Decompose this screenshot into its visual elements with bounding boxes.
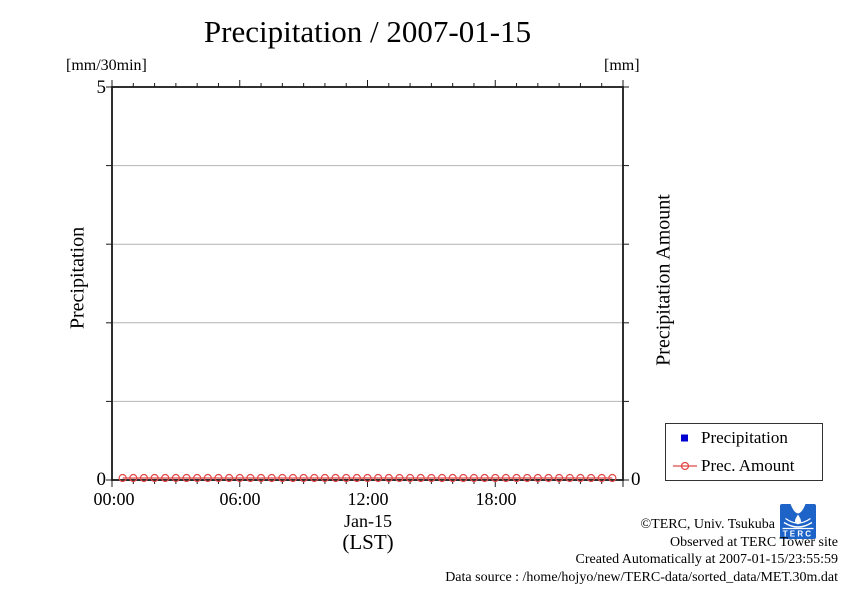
circle-open-on-line-icon xyxy=(672,460,698,472)
x-axis-timezone-label: (LST) xyxy=(342,530,394,554)
legend-item-prec-amount: Prec. Amount xyxy=(666,453,822,479)
footer-credits: ©TERC, Univ. Tsukuba Observed at TERC To… xyxy=(445,516,838,586)
legend-item-precipitation: Precipitation xyxy=(666,425,822,451)
x-axis-tick-1200: 12:00 xyxy=(347,489,389,509)
footer-copyright: ©TERC, Univ. Tsukuba xyxy=(640,517,776,532)
y-axis-tick-top-left: 5 xyxy=(96,77,107,98)
y-axis-tick-bottom-left: 0 xyxy=(96,469,107,490)
legend-label: Prec. Amount xyxy=(701,455,795,475)
x-axis-tick-0000: 00:00 xyxy=(93,489,135,509)
terc-logo: TERC xyxy=(780,504,816,539)
x-axis-tick-0600: 06:00 xyxy=(219,489,261,509)
chart-title: Precipitation / 2007-01-15 xyxy=(203,14,532,49)
legend-label: Precipitation xyxy=(701,428,788,448)
footer-observed-site: Observed at TERC Tower site xyxy=(669,534,838,550)
right-axis-unit: [mm] xyxy=(604,57,640,74)
square-filled-icon xyxy=(672,432,698,444)
x-axis-tick-1800: 18:00 xyxy=(475,489,517,509)
footer-data-source: Data source : /home/hojyo/new/TERC-data/… xyxy=(445,569,838,585)
legend: Precipitation Prec. Amount xyxy=(665,423,823,481)
left-axis-unit: [mm/30min] xyxy=(66,57,147,74)
terc-logo-text: TERC xyxy=(783,530,814,539)
y-axis-tick-bottom-right: 0 xyxy=(631,469,641,490)
x-axis-date-label: Jan-15 xyxy=(344,511,392,531)
footer-created-at: Created Automatically at 2007-01-15/23:5… xyxy=(575,552,838,567)
